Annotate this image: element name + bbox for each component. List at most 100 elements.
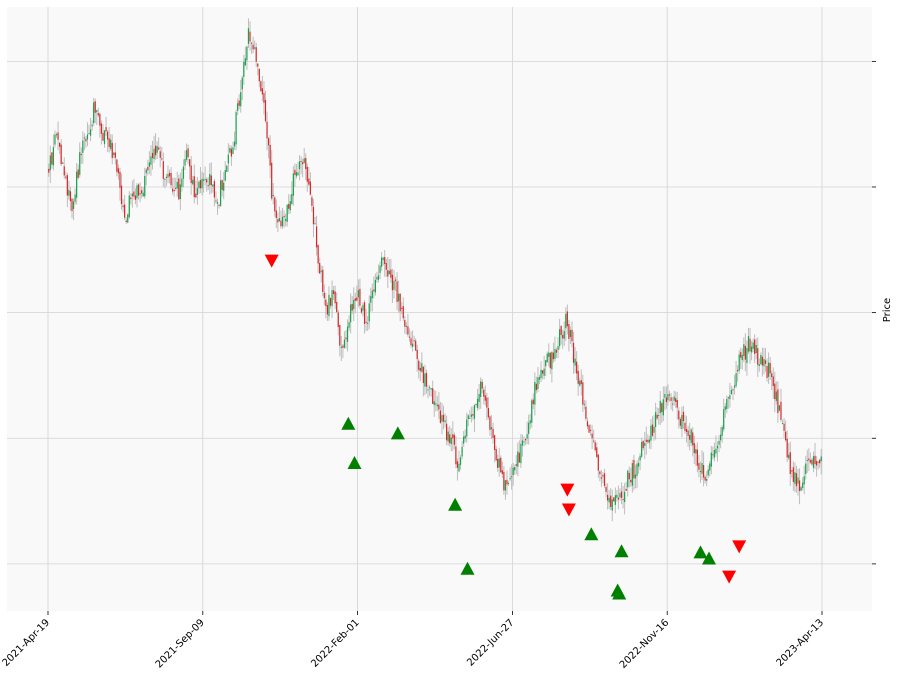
- candle-body: [325, 299, 327, 307]
- candle-body: [622, 499, 624, 501]
- candle-body: [817, 461, 819, 463]
- candle-body: [184, 158, 186, 166]
- candle-body: [141, 190, 143, 194]
- candle-body: [59, 142, 61, 147]
- candle-body: [517, 451, 519, 467]
- candle-body: [579, 380, 581, 386]
- candle-body: [518, 452, 520, 463]
- candle-body: [665, 397, 668, 403]
- candle-body: [68, 189, 70, 196]
- candle-body: [267, 138, 270, 146]
- candle-body: [668, 394, 671, 396]
- candle-body: [506, 479, 508, 485]
- candle-body: [699, 471, 702, 473]
- candle-body: [548, 352, 550, 357]
- candle-body: [620, 491, 623, 498]
- candle-body: [802, 482, 804, 488]
- candle-body: [331, 290, 333, 307]
- candle-body: [206, 179, 208, 183]
- candle-body: [401, 307, 403, 309]
- candle-body: [196, 188, 198, 195]
- candle-body: [557, 346, 559, 351]
- candle-body: [775, 391, 777, 401]
- candle-body: [670, 397, 672, 401]
- candle-body: [470, 414, 472, 417]
- candle-body: [362, 304, 364, 311]
- candle-body: [353, 299, 355, 310]
- candle-body: [455, 446, 457, 465]
- candle-body: [651, 424, 654, 436]
- candle-body: [286, 204, 288, 222]
- candle-body: [667, 393, 669, 401]
- candle-body: [379, 265, 381, 273]
- candle-body: [733, 385, 736, 388]
- candle-body: [791, 470, 793, 472]
- candle-body: [630, 479, 632, 483]
- candle-body: [226, 165, 228, 172]
- candle-body: [707, 469, 709, 476]
- candle-body: [48, 168, 50, 173]
- candle-body: [230, 148, 233, 157]
- candle-body: [614, 495, 616, 505]
- candle-body: [689, 435, 691, 440]
- candle-body: [185, 150, 188, 160]
- candle-body: [625, 488, 627, 491]
- candle-body: [744, 345, 746, 360]
- candle-body: [339, 324, 341, 346]
- candle-body: [737, 369, 739, 372]
- candle-body: [385, 262, 387, 270]
- candle-body: [682, 411, 685, 421]
- candle-body: [272, 195, 274, 197]
- candle-body: [311, 197, 313, 206]
- candle-body: [117, 168, 120, 174]
- candle-body: [407, 326, 409, 335]
- candle-body: [446, 423, 448, 441]
- candle-body: [421, 363, 423, 372]
- candle-body: [342, 345, 344, 348]
- candle-body: [676, 399, 678, 408]
- candle-body: [498, 458, 500, 468]
- candle-body: [178, 178, 180, 200]
- candle-body: [275, 210, 277, 219]
- candle-body: [79, 152, 81, 175]
- candle-body: [712, 454, 714, 456]
- candle-body: [94, 101, 96, 113]
- candle-body: [495, 449, 497, 461]
- candle-body: [624, 491, 626, 503]
- candle-body: [501, 470, 503, 475]
- candle-body: [732, 389, 734, 391]
- sell-signal-marker: [722, 570, 737, 584]
- candle-body: [545, 360, 547, 367]
- candle-body: [278, 218, 281, 221]
- candle-body: [405, 325, 407, 328]
- candle-body: [120, 185, 123, 205]
- candle-body: [473, 405, 476, 419]
- candle-body: [54, 134, 56, 145]
- x-tick-label: 2021-Sep-09: [154, 617, 207, 670]
- candle-body: [605, 486, 607, 492]
- candle-body: [116, 159, 118, 172]
- candle-body: [100, 123, 103, 134]
- candle-body: [442, 414, 445, 422]
- candle-body: [199, 180, 202, 189]
- candle-body: [764, 360, 767, 364]
- candle-body: [329, 297, 332, 306]
- candle-body: [589, 429, 592, 431]
- candle-body: [83, 137, 85, 139]
- candle-body: [777, 389, 779, 414]
- candle-body: [119, 171, 121, 188]
- candle-body: [730, 389, 733, 395]
- candle-body: [500, 457, 502, 473]
- candle-body: [422, 366, 424, 384]
- candle-body: [125, 220, 127, 223]
- candle-body: [99, 113, 101, 126]
- candle-body: [402, 306, 404, 319]
- candle-body: [371, 290, 373, 299]
- candle-body: [757, 348, 759, 365]
- candle-body: [158, 147, 160, 150]
- candle-body: [721, 427, 723, 436]
- candle-body: [309, 181, 311, 195]
- candle-body: [55, 134, 58, 136]
- candle-body: [585, 406, 587, 419]
- candle-body: [370, 296, 372, 303]
